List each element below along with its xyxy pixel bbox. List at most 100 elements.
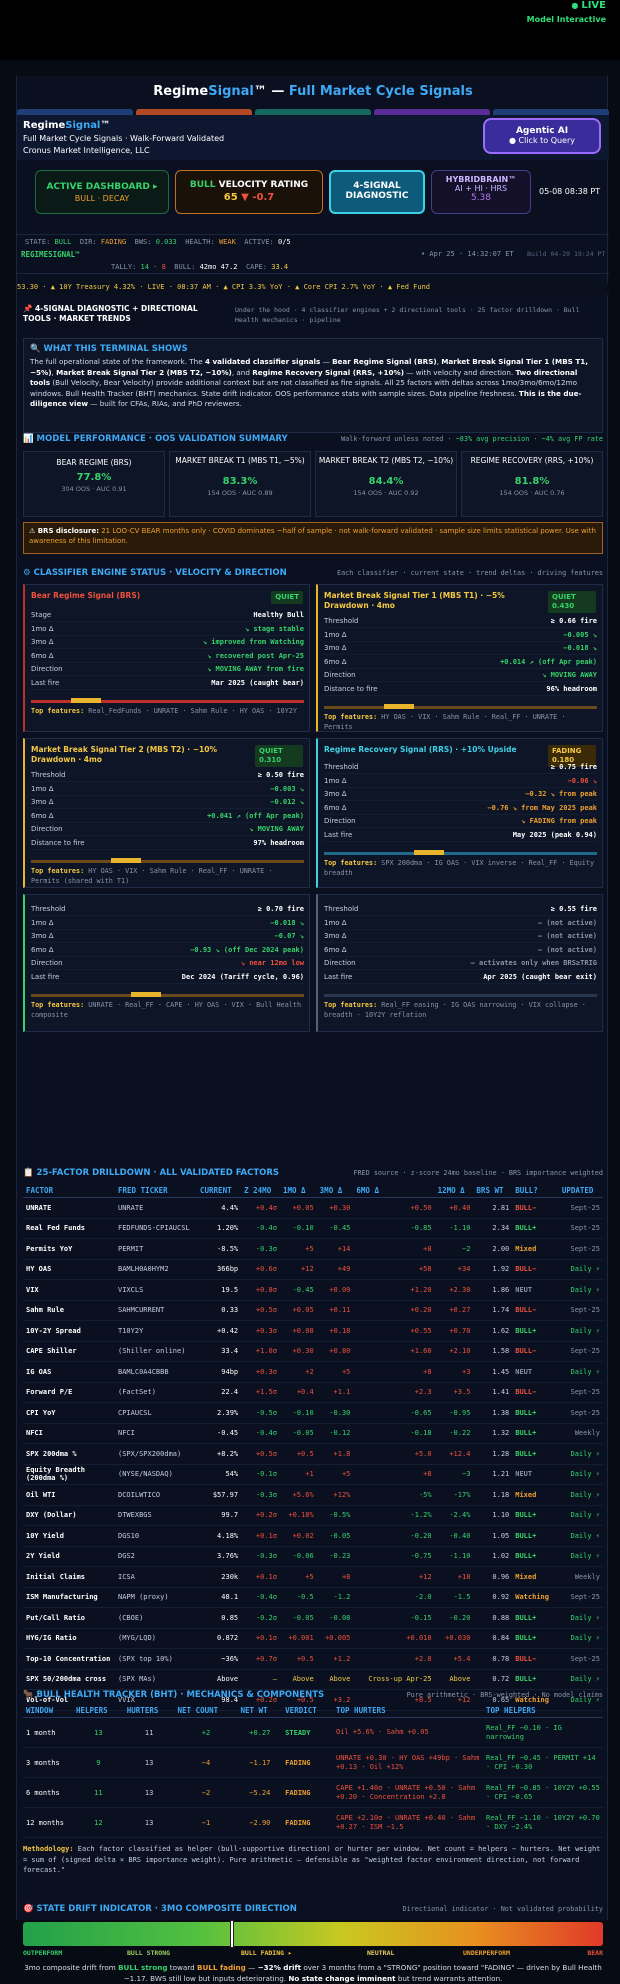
factor-col-header[interactable]: 6MO Δ — [353, 1184, 435, 1198]
engine-row-label: 6mo Δ — [31, 945, 54, 954]
factor-cell: +0.42 — [197, 1320, 242, 1342]
engine-row-label: 6mo Δ — [31, 651, 54, 660]
factor-col-header[interactable]: BULL? — [512, 1184, 559, 1198]
engine-row-value: ↘ MOVING AWAY — [249, 825, 304, 833]
bht-col-header[interactable]: HELPERS — [73, 1704, 124, 1718]
factor-row[interactable]: 10Y-2Y Spread T10Y2Y +0.42 +0.3σ +0.08 +0.18 +… — [23, 1320, 603, 1342]
factor-col-header[interactable]: Z 24MO — [241, 1184, 280, 1198]
bht-col-header[interactable]: TOP HELPERS — [483, 1704, 603, 1718]
factor-col-header[interactable]: 12MO Δ — [434, 1184, 474, 1198]
factor-row[interactable]: UNRATE UNRATE 4.4% +0.4σ +0.05 +0.30 +0.50 +0.4… — [23, 1197, 603, 1219]
factor-cell: -1.10 — [434, 1218, 474, 1239]
factor-row[interactable]: DXY (Dollar) DTWEXBGS 99.7 +0.2σ +0.18% -0.5%… — [23, 1505, 603, 1526]
factor-row[interactable]: ISM Manufacturing NAPM (proxy) 48.1 -0.4σ -0… — [23, 1587, 603, 1608]
factor-cell: -0.18 — [353, 1423, 435, 1444]
factor-col-header[interactable]: 3MO Δ — [316, 1184, 354, 1198]
perf-card-meta: 154 OOS · AUC 0.92 — [353, 489, 419, 497]
factor-cell: +0.5 — [279, 1648, 317, 1670]
engine-header: ⚙ CLASSIFIER ENGINE STATUS · VELOCITY & … — [23, 568, 603, 578]
factor-cell: +0.05 — [279, 1197, 317, 1219]
sparkline-highlight — [414, 850, 444, 855]
top-strip: LIVE Model Interactive — [0, 0, 620, 60]
t: 4 validated classifier signals — [204, 357, 321, 366]
factor-row[interactable]: CPI YoY CPIAUCSL 2.39% -0.5σ -0.10 -0.30 -0.65… — [23, 1402, 603, 1424]
factor-row[interactable]: Initial Claims ICSA 230k +0.1σ +5 +8 +12 +18 0.9… — [23, 1566, 603, 1588]
tab-strip[interactable] — [17, 109, 133, 115]
engine-row-value: — (not active) — [537, 918, 597, 927]
factor-row[interactable]: VIX VIXCLS 19.5 +0.8σ -0.45 +0.09 +1.20 +2.30 1.… — [23, 1279, 603, 1301]
factor-col-header[interactable]: BRS WT — [473, 1184, 513, 1198]
drift-label: NEUTRAL — [367, 1949, 395, 1957]
factor-row[interactable]: 2Y Yield DGS2 3.76% -0.3σ -0.06 -0.23 -0.75 -1.… — [23, 1546, 603, 1567]
factor-cell: 1.41 — [473, 1382, 513, 1403]
engine-row: 1mo Δ −0.005 ↘ — [324, 629, 597, 642]
factor-cell: -2.0 — [353, 1587, 435, 1608]
factor-cell: Oil WTI — [23, 1484, 115, 1506]
factor-row[interactable]: IG OAS BAMLC0A4CBBB 94bp +0.3σ +2 +5 +8 +3 1.45 N… — [23, 1361, 603, 1383]
hybridbrain-tile[interactable]: HYBRIDBRAIN™ AI + HI · HRS 5.38 — [431, 170, 531, 214]
top-features-list: HY OAS · VIX · Sahm Rule · Real_FF · UNR… — [31, 867, 273, 885]
factor-row[interactable]: Put/Call Ratio (CBOE) 0.85 -0.2σ -0.05 -0.08-… — [23, 1607, 603, 1629]
tab-strip[interactable] — [255, 109, 371, 115]
factor-cell: -17% — [434, 1484, 474, 1506]
bht-row[interactable]: 1 month 13 11 +2 +0.27 STEADY Oil +5.6% · Sahm… — [23, 1717, 603, 1748]
engine-row-value: −0.32 ↘ from peak — [525, 790, 597, 798]
bht-row[interactable]: 12 months 12 13 −1 −2.90 FADING CAPE +2.10σ · … — [23, 1807, 603, 1838]
factor-row[interactable]: Permits YoY PERMIT -8.5% -0.3σ +5 +14 +8 −2 2.00… — [23, 1238, 603, 1260]
factor-row[interactable]: Equity Breadth (200dma %) (NYSE/NASDAQ) 54… — [23, 1464, 603, 1485]
drift-gradient-bar — [23, 1920, 603, 1948]
terminal-frame: RegimeSignal™ — Full Market Cycle Signal… — [16, 76, 609, 1983]
bht-col-header[interactable]: VERDICT — [282, 1704, 333, 1718]
factor-cell: -0.2σ — [241, 1607, 280, 1629]
build: Build 04-29 19:24 PT — [527, 250, 606, 258]
factor-row[interactable]: Forward P/E (FactSet) 22.4 +1.5σ +0.4 +1.1 +2.… — [23, 1382, 603, 1403]
engine-row: 1mo Δ ↘ stage stable — [31, 623, 304, 636]
active-dashboard-tile[interactable]: ACTIVE DASHBOARD ▸ BULL · DECAY — [35, 170, 169, 214]
agentic-ai-button[interactable]: Agentic AI ● Click to Query — [483, 118, 601, 154]
factor-row[interactable]: HY OAS BAMLH0A0HYM2 366bp +0.6σ +12 +49 +58 +34… — [23, 1259, 603, 1280]
factor-row[interactable]: NFCI NFCI -0.45 -0.4σ -0.05 -0.12 -0.18 -0.22 1.… — [23, 1423, 603, 1444]
factor-row[interactable]: Top-10 Concentration (SPX top 10%) ~36% +0.… — [23, 1648, 603, 1670]
factor-row[interactable]: HYG/IG Ratio (MYG/LQD) 0.872 +0.1σ +0.001 +0.… — [23, 1628, 603, 1649]
factor-col-header[interactable]: FRED TICKER — [115, 1184, 197, 1198]
heart-icon: 🐂 — [23, 1690, 37, 1700]
factor-row[interactable]: Oil WTI DCOILWTICO $57.97 -0.3σ +5.6% +12% -5%… — [23, 1484, 603, 1506]
bht-col-header[interactable]: WINDOW — [23, 1704, 73, 1718]
factor-cell: 1.05 — [473, 1525, 513, 1547]
velocity-rating-tile[interactable]: BULL VELOCITY RATING 65 ▼ -0.7 — [175, 170, 323, 214]
four-signal-diagnostic-tab[interactable]: 4-SIGNAL DIAGNOSTIC — [329, 170, 425, 214]
factor-cell: BULL− — [512, 1259, 559, 1280]
factor-col-header[interactable]: CURRENT — [197, 1184, 242, 1198]
factor-cell: +2.8 — [353, 1648, 435, 1670]
bht-col-header[interactable]: HURTERS — [123, 1704, 175, 1718]
tab-strip[interactable] — [374, 109, 490, 115]
factor-col-header[interactable]: FACTOR — [23, 1184, 115, 1198]
factor-col-header[interactable]: 1MO Δ — [279, 1184, 317, 1198]
factor-cell: -0.45 — [197, 1423, 242, 1444]
bht-col-header[interactable]: TOP HURTERS — [333, 1704, 483, 1718]
engine-card-bv: Threshold ≥ 0.70 fire 1mo Δ −0.018 ↘ 3mo Δ −0… — [23, 894, 310, 1032]
factor-cell: 1.32 — [473, 1423, 513, 1444]
perf-card-value: 83.3% — [222, 476, 258, 487]
tab-strip[interactable] — [493, 109, 609, 115]
factor-cell: +1.60 — [353, 1341, 435, 1362]
factor-col-header[interactable]: UPDATED — [558, 1184, 603, 1198]
engine-row-label: 1mo Δ — [31, 918, 54, 927]
bht-cell: 13 — [123, 1747, 175, 1778]
factor-cell: -0.06 — [279, 1546, 317, 1567]
tab-strip[interactable] — [136, 109, 252, 115]
factor-row[interactable]: Real Fed Funds FEDFUNDS-CPIAUCSL 1.20% -0.4… — [23, 1218, 603, 1239]
bht-row[interactable]: 6 months 11 13 −2 −5.24 FADING CAPE +1.40σ · U… — [23, 1777, 603, 1808]
factor-row[interactable]: SPX 50/200dma cross (SPX MAs) Above — Above A… — [23, 1669, 603, 1690]
bht-col-header[interactable]: NET WT — [237, 1704, 283, 1718]
factor-row[interactable]: Sahm Rule SAHMCURRENT 0.33 +0.5σ +0.05 +0.11 +… — [23, 1300, 603, 1321]
bht-row[interactable]: 3 months 9 13 −4 −1.17 FADING UNRATE +0.30 · H… — [23, 1747, 603, 1778]
factor-row[interactable]: SPX 200dma % (SPX/SPX200dma) +8.2% +0.5σ +0.… — [23, 1443, 603, 1465]
bht-col-header[interactable]: NET COUNT — [174, 1704, 238, 1718]
factor-row[interactable]: CAPE Shiller (Shiller online) 33.4 +1.0σ +0.… — [23, 1341, 603, 1362]
factor-cell: +1.5σ — [241, 1382, 280, 1403]
factor-cell: -0.40 — [434, 1525, 474, 1547]
factor-row[interactable]: 10Y Yield DGS10 4.18% +0.1σ +0.02 -0.05 -0.20-… — [23, 1525, 603, 1547]
top-features-label: Top features: — [31, 1001, 85, 1009]
factor-cell: Daily ⚡ — [558, 1607, 603, 1629]
